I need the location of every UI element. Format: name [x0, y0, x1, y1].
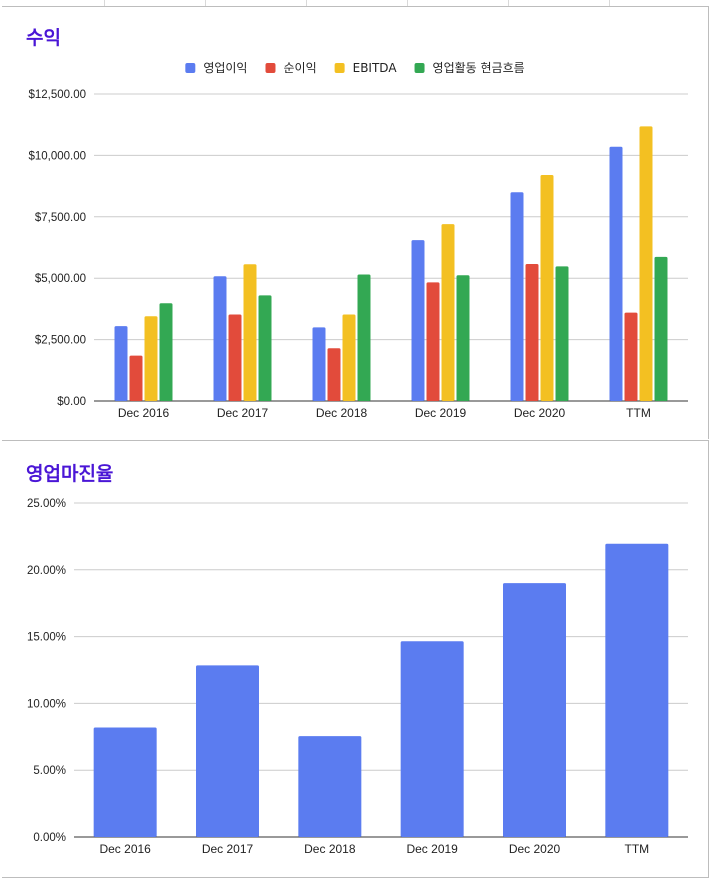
- column-divider: [306, 0, 307, 6]
- y-tick-label: $5,000.00: [35, 273, 86, 285]
- bar: [196, 665, 259, 837]
- x-tick-label: Dec 2020: [514, 406, 566, 420]
- column-divider: [407, 0, 408, 6]
- bar: [327, 348, 341, 401]
- bar: [525, 263, 539, 401]
- bar: [243, 264, 257, 401]
- bar: [342, 314, 356, 401]
- bar: [93, 727, 157, 837]
- legend-label: 영업활동 현금흐름: [433, 61, 525, 75]
- bar: [298, 736, 362, 837]
- bar: [639, 126, 653, 402]
- chart-title: 수익: [26, 27, 61, 49]
- column-divider: [609, 0, 610, 6]
- x-tick-label: Dec 2016: [99, 842, 151, 856]
- y-tick-label: $2,500.00: [35, 335, 86, 347]
- column-divider: [508, 0, 509, 6]
- x-tick-label: Dec 2017: [217, 406, 269, 420]
- bar: [114, 326, 128, 401]
- legend-swatch: [334, 63, 345, 73]
- revenue-chart[interactable]: 수익 $0.00 $2,500.00 $5,000.00 $7,500.00 $10,0…: [2, 6, 709, 439]
- bar: [555, 266, 569, 401]
- revenue-chart-plot: $0.00 $2,500.00 $5,000.00 $7,500.00 $10,000.…: [28, 61, 688, 420]
- legend-swatch: [265, 63, 276, 73]
- legend-label: EBITDA: [353, 61, 398, 75]
- x-tick-label: Dec 2020: [509, 842, 561, 856]
- bar: [456, 275, 470, 401]
- bar: [411, 240, 425, 401]
- y-tick-label: 10.00%: [27, 698, 66, 710]
- bar: [540, 175, 554, 401]
- legend-label: 순이익: [283, 61, 316, 75]
- legend-label: 영업이익: [203, 61, 247, 75]
- y-tick-label: 0.00%: [33, 832, 66, 844]
- x-tick-label: Dec 2017: [202, 842, 254, 856]
- legend-swatch: [414, 63, 425, 73]
- x-tick-label: Dec 2019: [406, 842, 458, 856]
- y-tick-label: $0.00: [57, 396, 86, 408]
- x-tick-label: Dec 2016: [118, 406, 170, 420]
- y-tick-label: $7,500.00: [35, 212, 86, 224]
- operating-margin-chart[interactable]: 영업마진율 0.00% 5.00% 10.00% 15.00% 20.00% 25.00%…: [2, 440, 709, 878]
- x-tick-label: Dec 2019: [415, 406, 467, 420]
- bar: [400, 641, 464, 837]
- column-divider: [104, 0, 105, 6]
- legend-swatch: [185, 63, 196, 73]
- bar: [654, 256, 668, 401]
- x-tick-label: TTM: [625, 842, 650, 856]
- bar: [605, 543, 669, 837]
- y-tick-label: $12,500.00: [28, 89, 86, 101]
- y-tick-label: 15.00%: [27, 632, 66, 644]
- bar: [510, 192, 524, 401]
- bar: [213, 276, 227, 401]
- bar: [129, 355, 143, 401]
- bar: [624, 312, 638, 401]
- bar: [312, 327, 326, 401]
- x-tick-label: Dec 2018: [304, 842, 356, 856]
- bar: [357, 274, 371, 401]
- bar: [609, 146, 623, 401]
- legend: 영업이익 순이익 EBITDA 영업활동 현금흐름: [185, 61, 525, 75]
- column-divider: [205, 0, 206, 6]
- y-tick-label: 20.00%: [27, 565, 66, 577]
- bar: [228, 314, 242, 401]
- bar: [144, 316, 158, 401]
- x-tick-label: Dec 2018: [316, 406, 368, 420]
- bar: [258, 295, 272, 401]
- y-tick-label: 25.00%: [27, 498, 66, 510]
- x-tick-label: TTM: [626, 406, 651, 420]
- y-tick-label: $10,000.00: [28, 150, 86, 162]
- bar: [426, 282, 440, 401]
- bar: [159, 303, 173, 401]
- y-tick-label: 5.00%: [33, 765, 66, 777]
- bar: [503, 583, 566, 837]
- operating-margin-chart-plot: 0.00% 5.00% 10.00% 15.00% 20.00% 25.00% Dec 20…: [27, 498, 688, 856]
- chart-title: 영업마진율: [26, 463, 114, 485]
- bar: [441, 224, 455, 401]
